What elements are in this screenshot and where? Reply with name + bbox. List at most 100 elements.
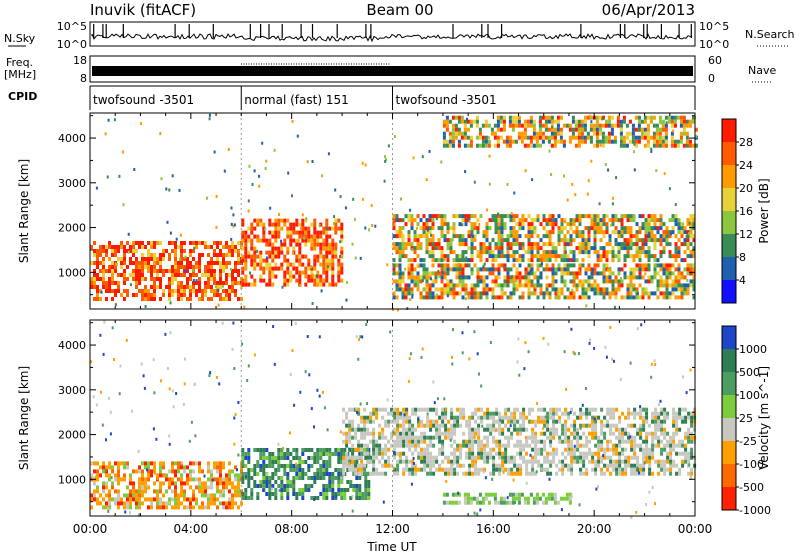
heatmap-cell-velocity-588 — [319, 492, 323, 496]
heatmap-cell-power-914 — [428, 242, 432, 247]
heatmap-cell-power-1035 — [482, 234, 486, 239]
heatmap-cell-power-1086 — [500, 242, 504, 247]
heatmap-cell-power-1580 — [392, 291, 396, 296]
heatmap-cell-velocity-327 — [222, 501, 225, 506]
heatmap-cell-velocity-1516 — [564, 419, 568, 424]
heatmap-cell-power-2051 — [638, 295, 642, 300]
heatmap-cell-power-2368 — [571, 119, 575, 124]
heatmap-cell-velocity-1015 — [420, 447, 424, 452]
heatmap-cell-velocity-709 — [364, 480, 368, 484]
heatmap-cell-power-2221 — [475, 143, 479, 148]
heatmap-cell-power-899 — [422, 258, 426, 263]
heatmap-cell-power-2166 — [442, 139, 446, 144]
heatmap-cell-power-241 — [171, 269, 174, 273]
heatmap-cell-velocity-964 — [408, 415, 412, 420]
heatmap-cell-power-2049 — [638, 275, 642, 280]
heatmap-speck-power-28 — [280, 239, 283, 243]
heatmap-cell-velocity-918 — [396, 431, 400, 436]
heatmap-cell-power-485 — [244, 250, 248, 255]
heatmap-cell-power-2228 — [481, 139, 485, 144]
heatmap-cell-power-283 — [183, 257, 186, 261]
heatmap-cell-velocity-1023 — [423, 435, 427, 440]
heatmap-cell-power-1230 — [557, 230, 561, 235]
heatmap-cell-power-2513 — [655, 135, 659, 140]
heatmap-cell-velocity-574 — [316, 452, 320, 456]
heatmap-cell-power-1991 — [605, 291, 609, 296]
heatmap-cell-power-1576 — [392, 263, 396, 268]
heatmap-cell-power-2291 — [523, 135, 527, 140]
heatmap-cell-velocity-881 — [384, 459, 388, 464]
heatmap-cell-velocity-1890 — [669, 435, 673, 440]
heatmap-speck-power-223 — [248, 164, 251, 168]
heatmap-cell-velocity-849 — [375, 443, 379, 448]
heatmap-cell-velocity-216 — [177, 505, 180, 510]
heatmap-cell-velocity-1462 — [546, 467, 550, 472]
heatmap-cell-power-2028 — [629, 275, 633, 280]
heatmap-cell-velocity-1543 — [570, 459, 574, 464]
heatmap-cell-power-278 — [180, 289, 183, 293]
heatmap-cell-velocity-926 — [396, 471, 400, 476]
heatmap-cell-power-35 — [102, 249, 105, 253]
heatmap-cell-power-1655 — [431, 271, 435, 276]
heatmap-cell-velocity-222 — [180, 485, 183, 490]
heatmap-cell-power-2315 — [538, 123, 542, 128]
heatmap-cell-power-45 — [105, 249, 108, 253]
heatmap-cell-velocity-1440 — [540, 463, 544, 468]
heatmap-cell-power-722 — [313, 282, 317, 287]
heatmap-cell-power-1940 — [581, 279, 585, 284]
heatmap-cell-power-667 — [298, 274, 302, 279]
heatmap-cell-velocity-909 — [393, 455, 397, 460]
heatmap-cell-velocity-1615 — [591, 467, 595, 472]
heatmap-cell-power-77 — [114, 269, 117, 273]
heatmap-cell-velocity-1294 — [498, 447, 502, 452]
heatmap-cell-velocity-748 — [348, 431, 352, 436]
heatmap-cell-velocity-875 — [384, 419, 388, 424]
heatmap-cell-power-396 — [219, 269, 222, 273]
heatmap-cell-power-902 — [425, 226, 429, 231]
heatmap-cell-velocity-1868 — [663, 407, 667, 412]
heatmap-cell-power-1775 — [491, 287, 495, 292]
heatmap-cell-power-600 — [280, 226, 284, 231]
heatmap-cell-power-2134 — [680, 283, 684, 288]
heatmap-cell-velocity-1155 — [459, 447, 463, 452]
heatmap-speck-power-250 — [178, 188, 181, 192]
heatmap-cell-velocity-899 — [393, 407, 397, 412]
heatmap-speck-power-72 — [121, 150, 124, 154]
heatmap-cell-velocity-616 — [328, 476, 332, 480]
heatmap-cell-velocity-858 — [378, 435, 382, 440]
heatmap-cell-velocity-1031 — [426, 407, 430, 412]
heatmap-cell-power-1690 — [446, 291, 450, 296]
heatmap-cell-velocity-23 — [99, 493, 102, 498]
heatmap-cell-power-1574 — [692, 250, 696, 255]
heatmap-cell-power-1278 — [575, 258, 579, 263]
heatmap-cell-power-1507 — [665, 234, 669, 239]
heatmap-cell-velocity-111 — [138, 469, 141, 474]
heatmap-speck-power-254 — [607, 168, 610, 172]
heatmap-cell-power-1068 — [497, 214, 501, 219]
heatmap-cell-power-1587 — [395, 295, 399, 300]
heatmap-cell-power-31 — [99, 277, 102, 281]
heatmap-cell-power-2124 — [677, 263, 681, 268]
heatmap-cell-velocity-1034 — [426, 423, 430, 428]
noise-panel: N.Sky 10^5 10^0 10^5 10^0 N.Search — [4, 20, 795, 51]
heatmap-cell-power-2265 — [508, 123, 512, 128]
heatmap-speck-power-174 — [577, 268, 580, 272]
heatmap-cell-power-2546 — [673, 119, 677, 124]
heatmap-cell-power-134 — [135, 281, 138, 285]
heatmap-cell-velocity-1100 — [444, 423, 448, 428]
heatmap-cell-power-2379 — [577, 127, 581, 132]
heatmap-speck-power-18 — [113, 118, 116, 122]
heatmap-cell-velocity-196 — [171, 489, 174, 494]
heatmap-cell-power-2456 — [622, 115, 626, 120]
heatmap-cell-power-588 — [274, 266, 278, 271]
heatmap-cell-power-2423 — [601, 123, 605, 128]
heatmap-cell-velocity-427 — [262, 452, 266, 456]
cpid-segment-label-2: twofsound -3501 — [396, 93, 497, 107]
heatmap-cell-power-73 — [114, 249, 117, 253]
heatmap-cell-velocity-1269 — [492, 435, 496, 440]
heatmap-cell-velocity-449 — [268, 476, 272, 480]
heatmap-cell-power-1669 — [440, 263, 444, 268]
heatmap-cell-velocity-461 — [271, 484, 275, 488]
heatmap-cell-velocity-14 — [96, 469, 99, 474]
heatmap-cell-velocity-1274 — [492, 463, 496, 468]
